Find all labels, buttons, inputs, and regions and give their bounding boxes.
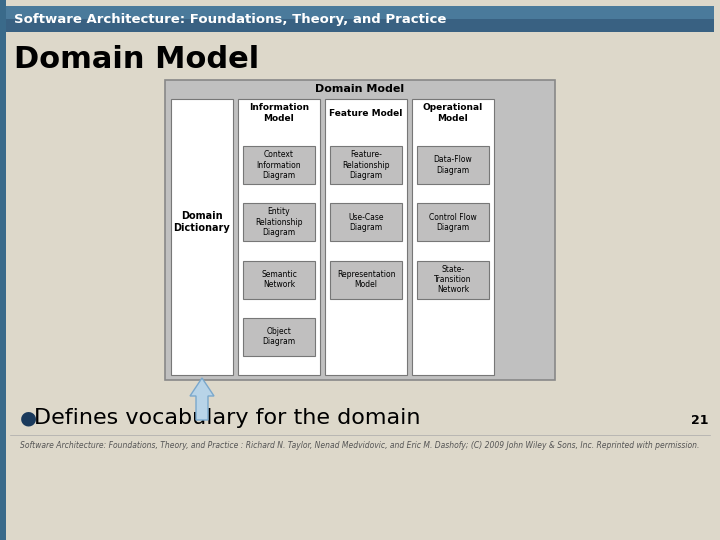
Text: Software Architecture: Foundations, Theory, and Practice : Richard N. Taylor, Ne: Software Architecture: Foundations, Theo… [20, 441, 700, 450]
Text: ●: ● [20, 408, 37, 428]
Text: Feature-
Relationship
Diagram: Feature- Relationship Diagram [342, 150, 390, 180]
Bar [243, 146, 315, 184]
Bar [243, 261, 315, 299]
Text: Object
Diagram: Object Diagram [262, 327, 296, 347]
Text: State-
Transition
Network: State- Transition Network [434, 265, 472, 294]
Bar [238, 99, 320, 375]
Text: Domain Model: Domain Model [315, 84, 405, 94]
Bar [330, 146, 402, 184]
Text: Context
Information
Diagram: Context Information Diagram [257, 150, 301, 180]
Bar [417, 146, 489, 184]
Bar [325, 99, 407, 375]
Text: Software Architecture: Foundations, Theory, and Practice: Software Architecture: Foundations, Theo… [14, 12, 446, 25]
Bar [412, 99, 494, 375]
Text: Entity
Relationship
Diagram: Entity Relationship Diagram [256, 207, 302, 237]
Bar [6, 19, 714, 32]
Text: Domain Model: Domain Model [14, 45, 259, 75]
Polygon shape [190, 378, 214, 420]
Text: Data-Flow
Diagram: Data-Flow Diagram [433, 156, 472, 175]
Bar [6, 6, 714, 32]
Text: Domain
Dictionary: Domain Dictionary [174, 211, 230, 233]
Text: Use-Case
Diagram: Use-Case Diagram [348, 213, 384, 232]
Text: Feature Model: Feature Model [329, 109, 402, 118]
Text: Operational
Model: Operational Model [423, 103, 483, 123]
Text: Information
Model: Information Model [249, 103, 309, 123]
Bar [171, 99, 233, 375]
Text: Control Flow
Diagram: Control Flow Diagram [429, 213, 477, 232]
Text: Semantic
Network: Semantic Network [261, 270, 297, 289]
Text: 21: 21 [690, 414, 708, 427]
Bar [417, 261, 489, 299]
Bar [417, 204, 489, 241]
Text: Defines vocabulary for the domain: Defines vocabulary for the domain [34, 408, 420, 428]
Bar [0, 0, 6, 540]
Bar [330, 261, 402, 299]
Bar [165, 80, 555, 380]
Text: Representation
Model: Representation Model [337, 270, 395, 289]
Bar [243, 204, 315, 241]
Bar [243, 318, 315, 356]
Bar [330, 204, 402, 241]
